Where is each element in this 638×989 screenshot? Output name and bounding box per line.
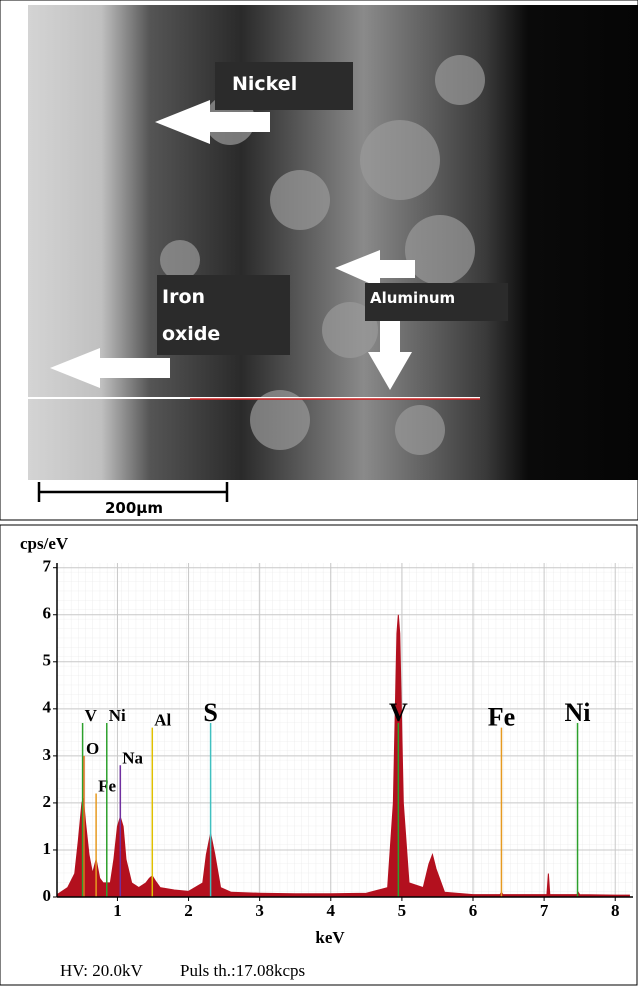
x-tick-label: 6: [469, 901, 478, 920]
y-tick-label: 5: [43, 651, 52, 670]
x-tick-label: 3: [255, 901, 264, 920]
footer: Puls th.:17.08kcps: [180, 961, 305, 980]
scale-label: 200μm: [105, 499, 163, 517]
minor-grid: [57, 563, 633, 897]
x-tick-label: 7: [540, 901, 549, 920]
y-tick-label: 1: [43, 839, 52, 858]
page: {"image": {"labels": {"nickel": "Nickel"…: [0, 0, 638, 989]
element-label: Ni: [565, 698, 591, 727]
x-tick-label: 4: [327, 901, 336, 920]
x-axis-label: keV: [315, 928, 345, 947]
y-tick-label: 7: [43, 557, 52, 576]
y-tick-label: 0: [43, 886, 52, 905]
y-tick-label: 6: [43, 604, 52, 623]
x-tick-label: 8: [611, 901, 620, 920]
y-axis-label: cps/eV: [20, 534, 69, 553]
y-tick-label: 4: [43, 698, 52, 717]
element-label: V: [389, 698, 408, 727]
label: Nickel: [232, 73, 297, 95]
element-label: V: [85, 706, 98, 725]
element-label: Al: [154, 711, 171, 730]
y-tick-label: 3: [43, 745, 52, 764]
x-tick-label: 5: [398, 901, 407, 920]
footer: HV: 20.0kV: [60, 961, 144, 980]
x-tick-label: 2: [184, 901, 193, 920]
element-label: Na: [122, 748, 143, 767]
element-label: Ni: [109, 706, 126, 725]
label: Aluminum: [370, 289, 455, 307]
y-tick-label: 2: [43, 792, 52, 811]
x-tick-label: 1: [113, 901, 122, 920]
label: Iron: [162, 286, 205, 308]
element-label: O: [86, 739, 99, 758]
element-label: S: [203, 698, 217, 727]
label: oxide: [162, 323, 220, 345]
element-label: Fe: [488, 703, 515, 732]
figure: Nickel Iron oxide Aluminum 200μm cps/eV …: [0, 0, 638, 989]
